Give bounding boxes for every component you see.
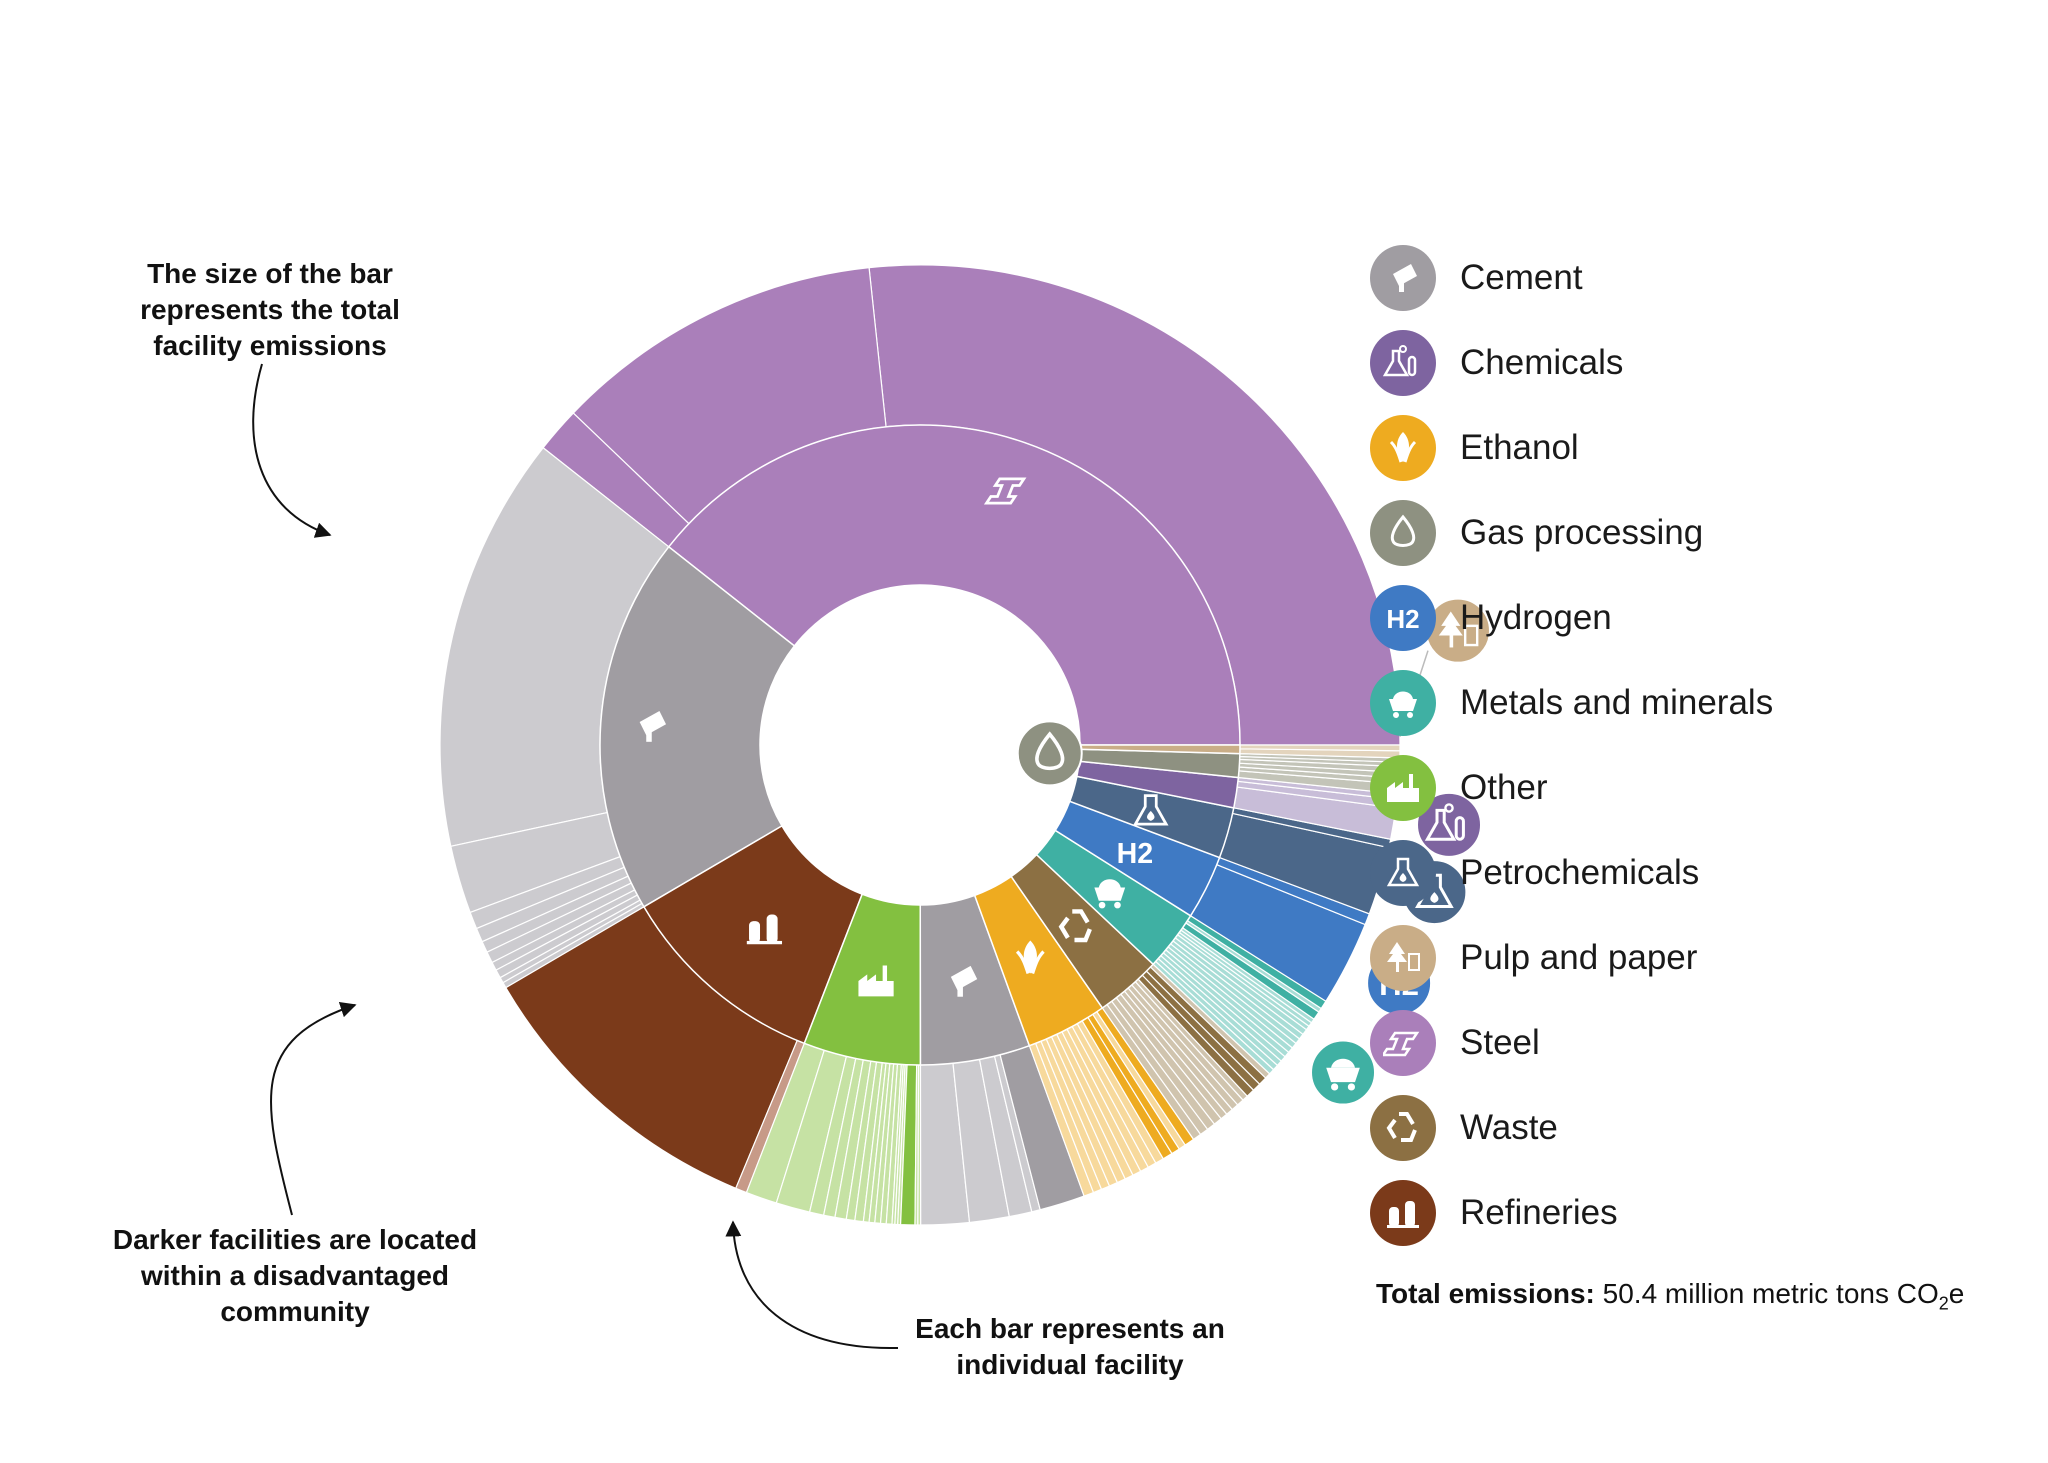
legend-item-refineries: Refineries — [1370, 1170, 2010, 1255]
metals-minerals-icon — [1310, 1039, 1377, 1106]
chemicals-icon — [1370, 329, 1436, 396]
total-emissions-subscript: 2 — [1938, 1293, 1949, 1314]
facility-ring — [439, 264, 1401, 1226]
total-emissions-value: 50.4 million metric tons CO — [1594, 1278, 1939, 1309]
legend-item-ethanol: Ethanol — [1370, 405, 2010, 490]
legend-label: Pulp and paper — [1460, 937, 1698, 977]
refineries-icon — [1370, 1179, 1436, 1246]
legend-label: Waste — [1460, 1107, 1558, 1147]
legend-label: Other — [1460, 767, 1548, 807]
pulp-paper-icon — [1370, 924, 1436, 991]
svg-text:H2: H2 — [1117, 838, 1154, 870]
refineries-icon — [746, 914, 783, 945]
total-emissions: Total emissions: 50.4 million metric ton… — [1376, 1278, 1964, 1315]
legend-item-waste: Waste — [1370, 1085, 2010, 1170]
sector-arc-cement — [599, 545, 796, 908]
annotation-darker-facilities: Darker facilities are located within a d… — [112, 1224, 478, 1327]
sector-arc-steel — [667, 424, 1241, 746]
annotation-arrow-darker — [269, 1001, 357, 1216]
annotation-arrow-size — [252, 363, 332, 538]
legend-label: Cement — [1460, 257, 1583, 297]
other-icon — [1370, 754, 1436, 821]
metals-minerals-icon — [1094, 879, 1126, 909]
steel-icon — [983, 477, 1027, 505]
legend-item-petro: Petrochemicals — [1370, 830, 2010, 915]
hydrogen-icon: H2 — [1117, 838, 1154, 870]
legend-label: Petrochemicals — [1460, 852, 1700, 892]
steel-icon — [1370, 1009, 1436, 1076]
other-icon — [858, 965, 894, 997]
legend-label: Ethanol — [1460, 427, 1579, 467]
legend-item-metals: Metals and minerals — [1370, 660, 2010, 745]
pulp-paper-icon — [1424, 597, 1491, 664]
legend-label: Hydrogen — [1460, 597, 1612, 637]
waste-icon — [1370, 1094, 1436, 1161]
total-emissions-label: Total emissions: — [1376, 1278, 1595, 1309]
ethanol-icon — [1370, 414, 1436, 481]
annotation-bar-size: The size of the bar represents the total… — [140, 258, 400, 361]
petrochemicals-icon — [1370, 839, 1436, 906]
legend-item-steel: Steel — [1370, 1000, 2010, 1085]
legend-item-pulp: Pulp and paper — [1370, 915, 2010, 1000]
waste-icon — [1058, 909, 1092, 943]
legend: Cement Chemicals Ethanol Gas processing H2 Hy… — [1370, 235, 2010, 1255]
legend-item-chemicals: Chemicals — [1370, 320, 2010, 405]
cement-icon — [1370, 244, 1436, 311]
sector-icons: H2 — [639, 477, 1169, 997]
legend-label: Chemicals — [1460, 342, 1624, 382]
hydrogen-icon: H2 — [1370, 584, 1436, 651]
legend-item-cement: Cement — [1370, 235, 2010, 320]
annotation-arrow-each — [725, 1220, 899, 1350]
cement-icon — [639, 711, 667, 742]
total-emissions-unit: e — [1948, 1278, 1965, 1309]
ethanol-icon — [1015, 940, 1045, 975]
legend-item-hydrogen: H2 Hydrogen — [1370, 575, 2010, 660]
metals-minerals-icon — [1370, 669, 1436, 736]
gas-processing-icon — [1370, 499, 1436, 566]
gas-processing-icon — [1016, 720, 1083, 787]
legend-item-other: Other — [1370, 745, 2010, 830]
legend-label: Steel — [1460, 1022, 1540, 1062]
legend-label: Gas processing — [1460, 512, 1704, 552]
cement-icon — [950, 965, 978, 997]
chemicals-icon — [1416, 791, 1483, 858]
legend-item-gas: Gas processing — [1370, 490, 2010, 575]
petrochemicals-icon — [1133, 794, 1169, 826]
svg-text:H2: H2 — [1386, 604, 1419, 634]
annotation-each-bar: Each bar represents an individual facili… — [915, 1313, 1225, 1380]
legend-label: Refineries — [1460, 1192, 1618, 1232]
legend-label: Metals and minerals — [1460, 682, 1774, 722]
sector-ring — [599, 424, 1241, 1066]
